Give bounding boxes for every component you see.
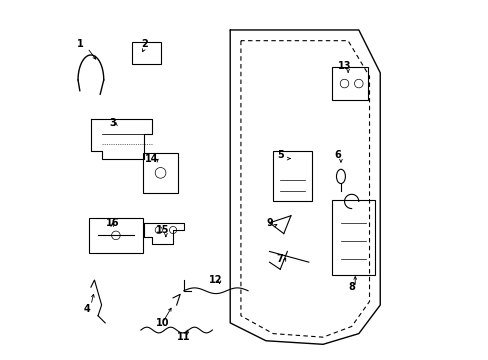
Text: 7: 7 [276, 253, 283, 264]
Circle shape [340, 79, 348, 88]
Circle shape [155, 167, 165, 178]
Text: 15: 15 [155, 225, 169, 235]
FancyBboxPatch shape [331, 200, 374, 275]
FancyBboxPatch shape [89, 217, 142, 253]
Circle shape [155, 226, 162, 234]
Text: 2: 2 [141, 39, 147, 49]
Circle shape [169, 226, 176, 234]
Text: 8: 8 [347, 282, 354, 292]
Text: 1: 1 [77, 39, 83, 49]
FancyBboxPatch shape [142, 153, 178, 193]
Text: 9: 9 [265, 218, 272, 228]
Text: 16: 16 [105, 218, 119, 228]
Text: 11: 11 [177, 332, 190, 342]
Text: 12: 12 [209, 275, 222, 285]
Bar [272, 152, 312, 202]
FancyBboxPatch shape [132, 42, 160, 64]
FancyBboxPatch shape [331, 67, 367, 100]
Circle shape [111, 231, 120, 240]
Text: 14: 14 [144, 154, 158, 163]
Text: 13: 13 [337, 61, 350, 71]
Text: 6: 6 [333, 150, 340, 160]
Text: 4: 4 [84, 303, 90, 314]
Text: 10: 10 [155, 318, 169, 328]
Circle shape [354, 79, 363, 88]
Ellipse shape [336, 169, 345, 184]
Text: 3: 3 [109, 118, 116, 128]
Text: 5: 5 [276, 150, 283, 160]
